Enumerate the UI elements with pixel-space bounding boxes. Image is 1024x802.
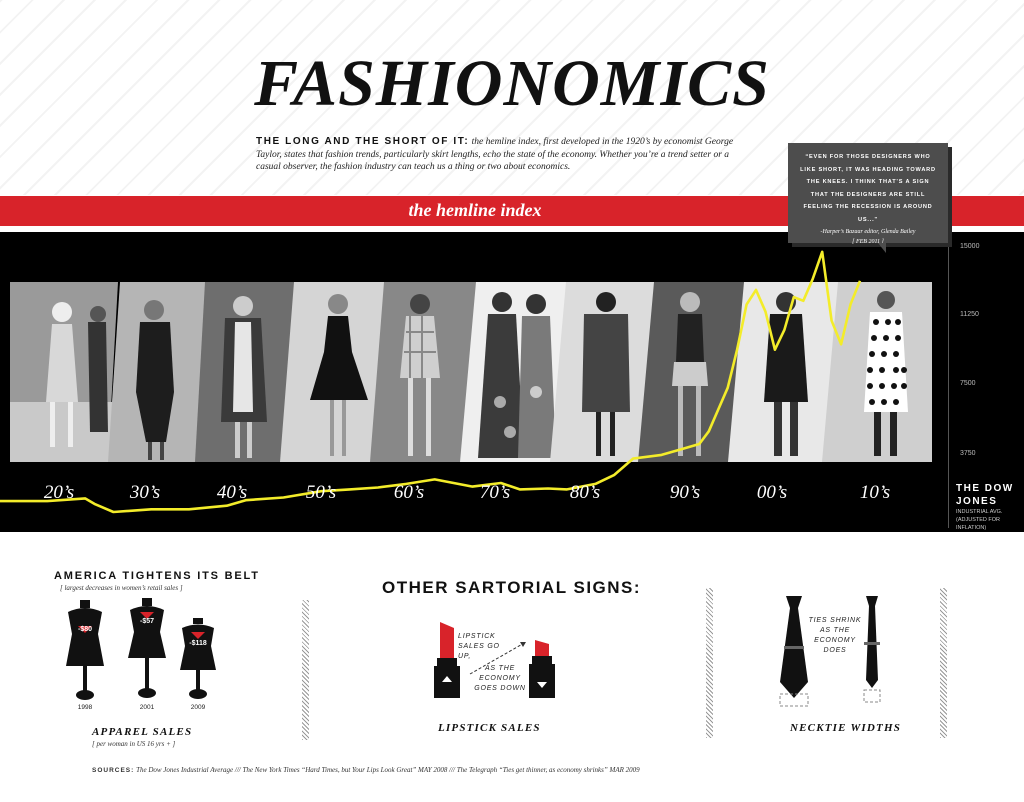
sources-text: The Dow Jones Industrial Average /// The… [136,766,640,774]
apparel-sales-caption: APPAREL SALES [92,726,193,738]
wide-necktie-icon [774,594,814,715]
intro-text: the hemline index, first developed in th… [256,137,734,172]
dress-form-label: -$57 [139,618,154,625]
dress-form: -$80 [60,600,110,707]
dress-form-label: -$118 [189,640,207,647]
photo-1990s [638,282,750,462]
sartorial-signs-title: OTHER SARTORIAL SIGNS: [382,578,642,597]
dress-form-year: 2001 [139,704,155,711]
photo-1980s [550,282,662,462]
axis-panel [950,232,1024,532]
y-tick-label: 7500 [960,380,976,387]
photo-1920s [10,282,118,462]
dow-jones-chart [0,250,862,514]
sources-line: SOURCES: The Dow Jones Industrial Averag… [92,766,992,774]
sources-label: SOURCES: [92,767,135,774]
divider [706,588,713,738]
skinny-necktie-icon [860,594,884,715]
photo-1940s [195,282,295,462]
lipstick-note-down: AS THE ECONOMY GOES DOWN [474,665,526,692]
decade-label: 80’s [569,482,601,503]
lipstick-down-icon [527,638,557,705]
page-title: FASHIONOMICS [254,47,770,120]
hemline-banner-label: the hemline index [408,200,542,220]
quote-attribution: -Harper’s Bazaar editor, Glenda Bailey [820,229,916,235]
dow-jones-subtitle: INDUSTRIAL AVG. (ADJUSTED FOR INFLATION) [956,508,1022,532]
photo-2000s [728,282,840,462]
divider [302,600,309,740]
dress-form-year: 2009 [190,704,206,711]
photo-1930s [108,282,208,462]
dress-form-label: -$80 [77,626,92,633]
quote-box: “EVEN FOR THOSE DESIGNERS WHO LIKE SHORT… [788,143,948,253]
photo-2010s [822,282,932,462]
quote-text: “EVEN FOR THOSE DESIGNERS WHO LIKE SHORT… [800,154,936,223]
apparel-sales-subcaption: [ per woman in US 16 yrs + ] [92,740,176,748]
y-tick-label: 3750 [960,450,976,457]
decade-label: 10’s [859,482,891,503]
dow-jones-title: THE DOW JONES [956,483,1014,507]
intro-paragraph: THE LONG AND THE SHORT OF IT: the hemlin… [256,136,736,174]
decade-label: 70’s [479,482,511,503]
tie-note: TIES SHRINK AS THE ECONOMY DOES [808,617,862,654]
lipstick-note-up: LIPSTICK SALES GO UP, [458,633,500,660]
lipstick-up-icon [432,620,462,705]
decade-label: 90’s [669,482,701,503]
belt-title: AMERICA TIGHTENS ITS BELT [54,570,260,582]
y-tick-label: 11250 [960,311,979,318]
decade-label: 30’s [129,482,161,503]
divider [940,588,947,738]
necktie-widths-caption: NECKTIE WIDTHS [790,722,902,734]
dow-jones-subtitle-text: INDUSTRIAL AVG. [956,509,1003,515]
dow-jones-note: (ADJUSTED FOR INFLATION) [956,517,1000,531]
photo-1970s [460,282,576,462]
decade-label: 40’s [216,482,248,503]
belt-subtitle: [ largest decreases in women’s retail sa… [60,584,183,592]
decade-label: 20’s [43,482,75,503]
dress-form-year: 1998 [77,704,93,711]
quote-date: [ FEB 2011 ] [852,239,884,245]
y-tick-label: 15000 [960,243,980,250]
dress-form: -$118 [173,618,223,705]
dress-form: -$57 [122,598,172,705]
lipstick-sales-caption: LIPSTICK SALES [438,722,541,734]
decade-label: 00’s [756,482,788,503]
dow-jones-line [0,250,862,514]
photo-1950s [280,282,390,462]
dashed-arrow-icon [466,638,530,683]
photo-1960s [370,282,480,462]
intro-lead: THE LONG AND THE SHORT OF IT: [256,136,470,147]
decade-label: 60’s [393,482,425,503]
decade-label: 50’s [305,482,337,503]
y-axis-line [948,238,949,528]
